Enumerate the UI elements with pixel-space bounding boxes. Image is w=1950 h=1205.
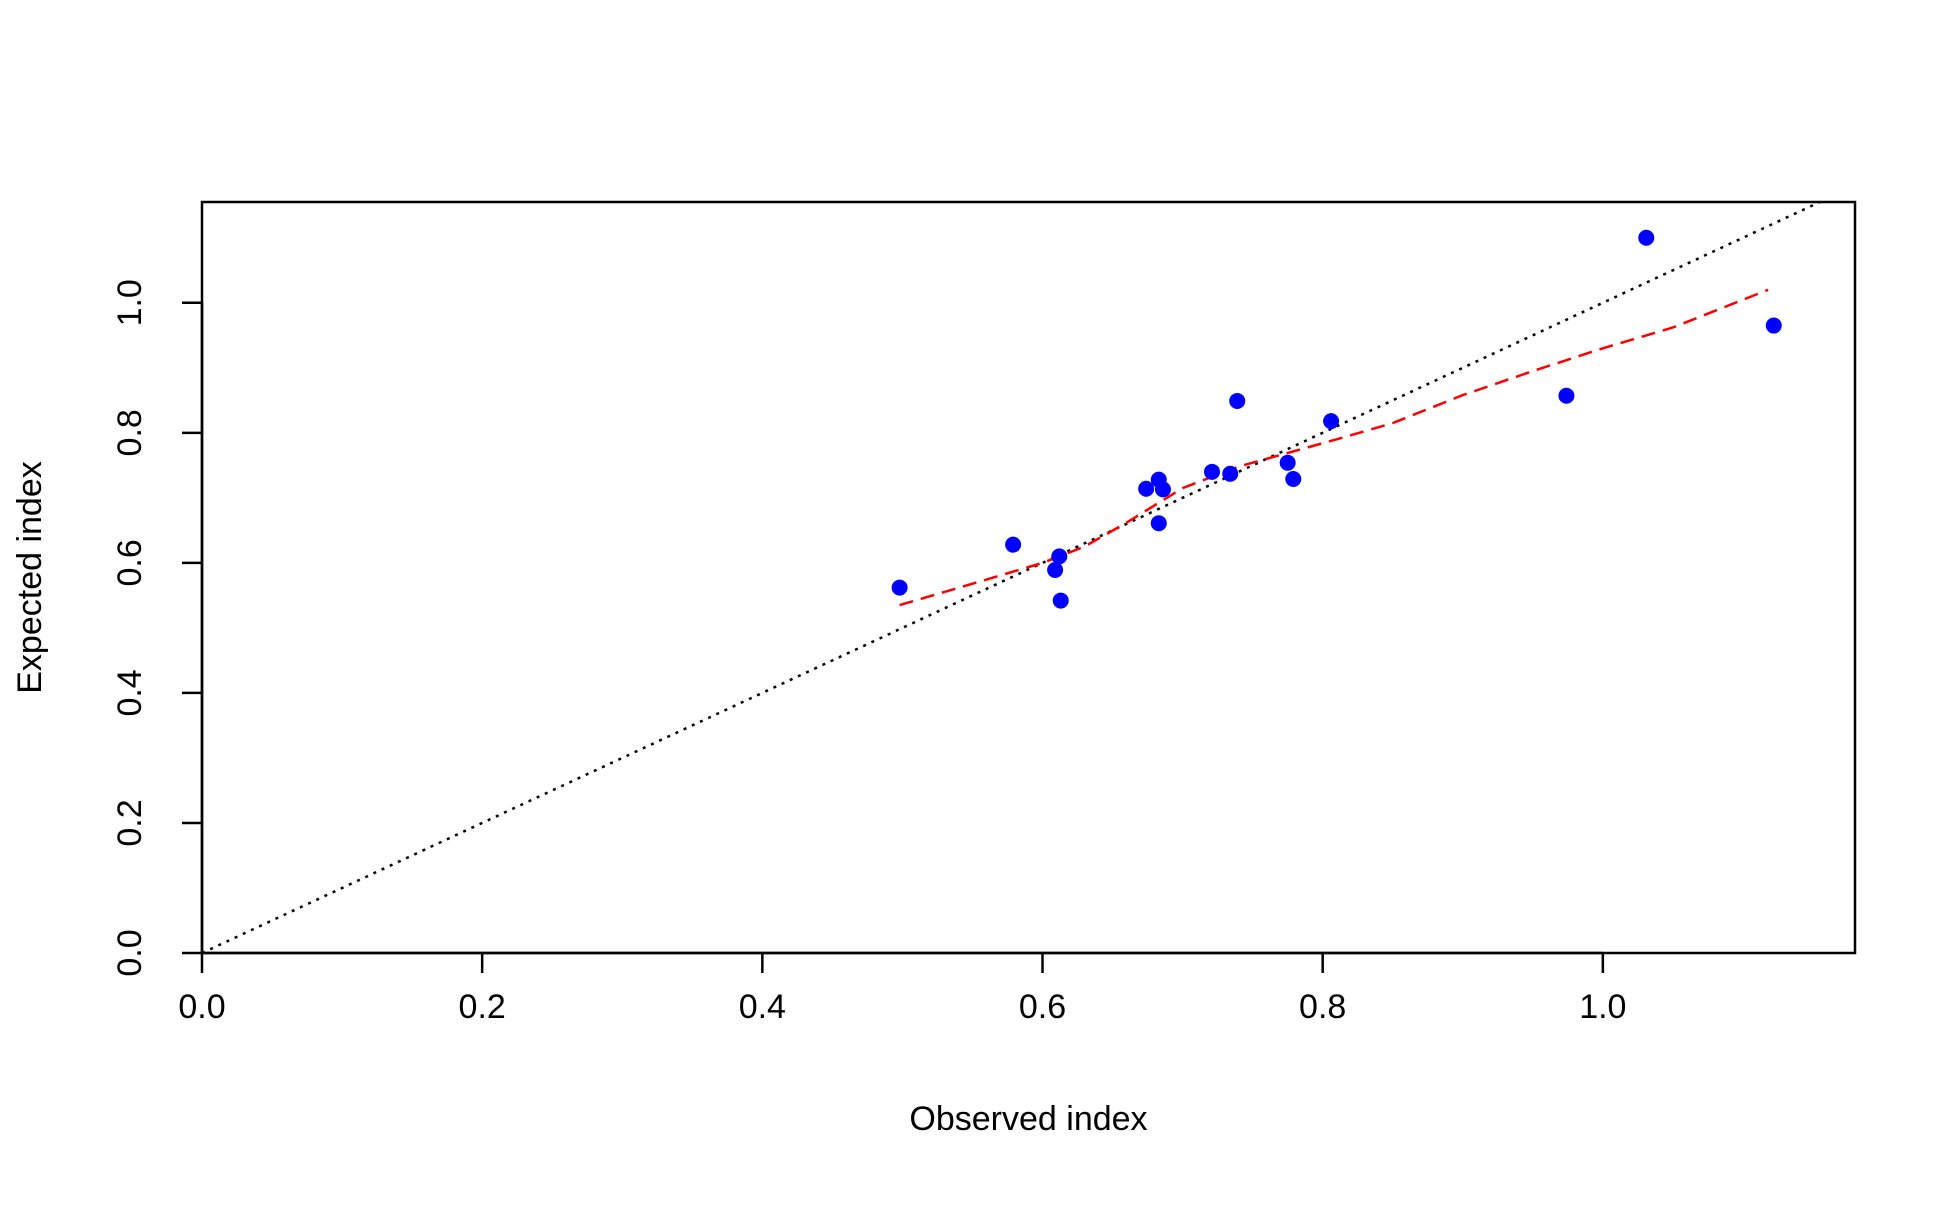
data-point — [1765, 317, 1782, 334]
x-tick-label: 0.6 — [1019, 988, 1066, 1026]
data-point — [891, 579, 908, 596]
data-point — [1323, 413, 1340, 430]
data-point — [1638, 229, 1655, 246]
reference-line — [202, 202, 1821, 953]
data-point — [1005, 536, 1022, 553]
y-axis: 0.0 0.2 0.4 0.6 0.8 1.0 — [111, 279, 204, 977]
x-tick-label: 0.0 — [178, 988, 225, 1026]
data-point — [1047, 562, 1064, 579]
data-point — [1222, 465, 1239, 482]
data-point — [1229, 392, 1246, 409]
data-point — [1138, 480, 1155, 497]
y-tick-label: 0.6 — [111, 539, 149, 586]
data-point — [1150, 515, 1167, 532]
plot-frame — [200, 200, 1857, 955]
y-tick-label: 0.4 — [111, 669, 149, 716]
reference-line-group — [202, 202, 1821, 953]
data-point — [1285, 470, 1302, 487]
data-point — [1204, 463, 1221, 480]
data-point — [1051, 548, 1068, 565]
x-tick-label: 0.4 — [739, 988, 786, 1026]
data-point — [1558, 387, 1575, 404]
x-tick-label: 0.2 — [459, 988, 506, 1026]
x-axis-label: Observed index — [909, 1100, 1147, 1138]
x-tick-label: 1.0 — [1579, 988, 1626, 1026]
smooth-line-group — [899, 288, 1769, 607]
x-axis: 0.0 0.2 0.4 0.6 0.8 1.0 — [178, 951, 1626, 1026]
data-point — [1052, 592, 1069, 609]
points-group — [891, 229, 1782, 609]
y-tick-label: 0.2 — [111, 799, 149, 846]
y-tick-label: 0.8 — [111, 409, 149, 456]
smooth-line — [899, 288, 1769, 607]
data-point — [1279, 454, 1296, 471]
data-point — [1154, 481, 1171, 498]
y-tick-label: 1.0 — [111, 279, 149, 326]
x-tick-label: 0.8 — [1299, 988, 1346, 1026]
y-tick-label: 0.0 — [111, 929, 149, 976]
y-axis-label: Expected index — [11, 461, 49, 694]
